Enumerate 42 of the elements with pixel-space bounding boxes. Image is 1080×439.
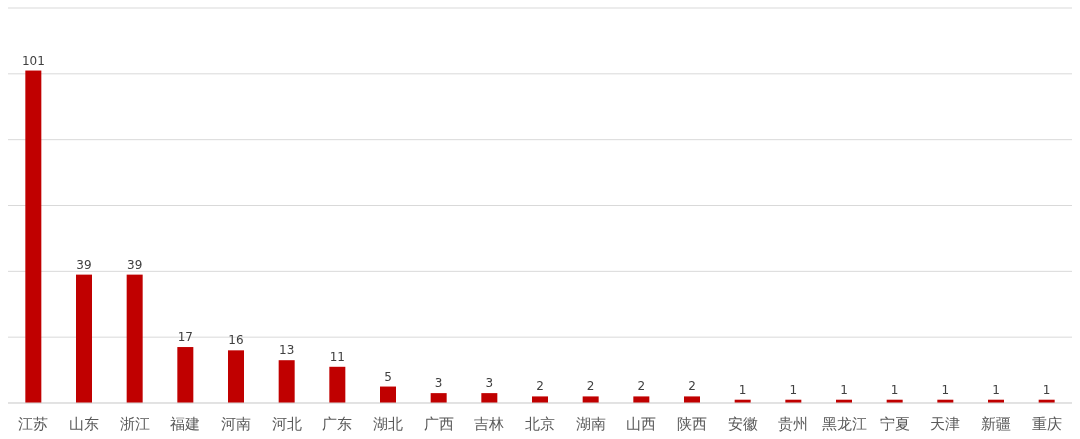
data-label: 17 bbox=[177, 330, 193, 345]
x-tick-label: 黑龙江 bbox=[821, 415, 867, 433]
x-tick-label: 山西 bbox=[626, 415, 657, 433]
data-label: 1 bbox=[789, 382, 798, 397]
data-label: 1 bbox=[890, 382, 899, 397]
data-label: 13 bbox=[279, 343, 295, 358]
data-label: 1 bbox=[941, 382, 950, 397]
data-label: 2 bbox=[536, 379, 544, 394]
x-tick-label: 山东 bbox=[69, 415, 99, 433]
data-label: 5 bbox=[384, 369, 392, 384]
x-tick-label: 广东 bbox=[322, 415, 353, 433]
data-label: 3 bbox=[485, 376, 494, 391]
data-label: 16 bbox=[228, 333, 244, 348]
data-label: 39 bbox=[127, 257, 143, 272]
x-tick-label: 安徽 bbox=[727, 415, 758, 433]
data-label: 2 bbox=[586, 379, 595, 394]
x-tick-label: 河南 bbox=[221, 415, 251, 433]
x-tick-label: 江苏 bbox=[18, 415, 49, 433]
x-tick-label: 广西 bbox=[423, 415, 454, 433]
x-tick-label: 宁夏 bbox=[879, 415, 910, 433]
data-label: 11 bbox=[329, 349, 345, 364]
data-label: 2 bbox=[688, 379, 696, 394]
data-label: 2 bbox=[637, 379, 646, 394]
x-tick-label: 天津 bbox=[930, 415, 961, 433]
data-label: 101 bbox=[21, 53, 45, 68]
data-label: 39 bbox=[76, 257, 92, 272]
x-tick-label: 贵州 bbox=[778, 415, 809, 433]
x-tick-label: 吉林 bbox=[474, 415, 505, 433]
data-label: 1 bbox=[738, 382, 747, 397]
x-tick-label: 重庆 bbox=[1031, 415, 1062, 433]
data-label: 1 bbox=[840, 382, 848, 397]
x-tick-label: 北京 bbox=[525, 415, 555, 433]
x-tick-label: 陕西 bbox=[677, 415, 707, 433]
x-tick-label: 浙江 bbox=[119, 415, 150, 433]
x-tick-label: 湖北 bbox=[373, 415, 403, 433]
x-tick-label: 福建 bbox=[170, 415, 201, 433]
data-label: 3 bbox=[434, 376, 443, 391]
data-label: 1 bbox=[992, 382, 1000, 397]
x-tick-label: 新疆 bbox=[981, 415, 1011, 433]
data-label: 1 bbox=[1042, 382, 1051, 397]
x-tick-label: 湖南 bbox=[575, 415, 606, 433]
x-tick-label: 河北 bbox=[271, 415, 302, 433]
